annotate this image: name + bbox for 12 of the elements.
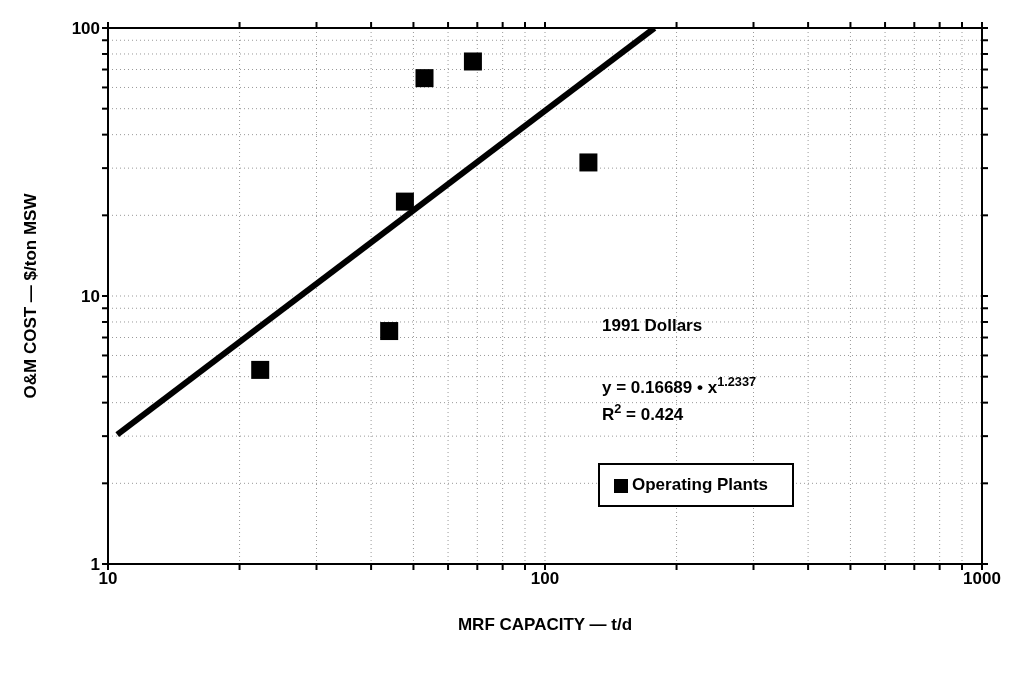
- x-tick-label: 10: [98, 569, 118, 589]
- x-tick-label: 100: [530, 569, 560, 589]
- y-tick-label: 10: [81, 287, 100, 307]
- annotation: y = 0.16689 • x$^{1.2337}$: [602, 373, 757, 397]
- y-tick-label: 100: [71, 19, 100, 39]
- annotation: 1991 Dollars: [602, 316, 703, 335]
- y-tick-label: 1: [90, 555, 100, 575]
- x-axis-title: MRF CAPACITY — t/d: [457, 615, 633, 634]
- y-axis-title: O&M COST — $/ton MSW: [21, 192, 41, 399]
- annotation: R$^{2}$ = 0.424: [602, 400, 684, 424]
- x-tick-label: 1000: [963, 569, 1001, 589]
- legend-label: Operating Plants: [632, 475, 769, 494]
